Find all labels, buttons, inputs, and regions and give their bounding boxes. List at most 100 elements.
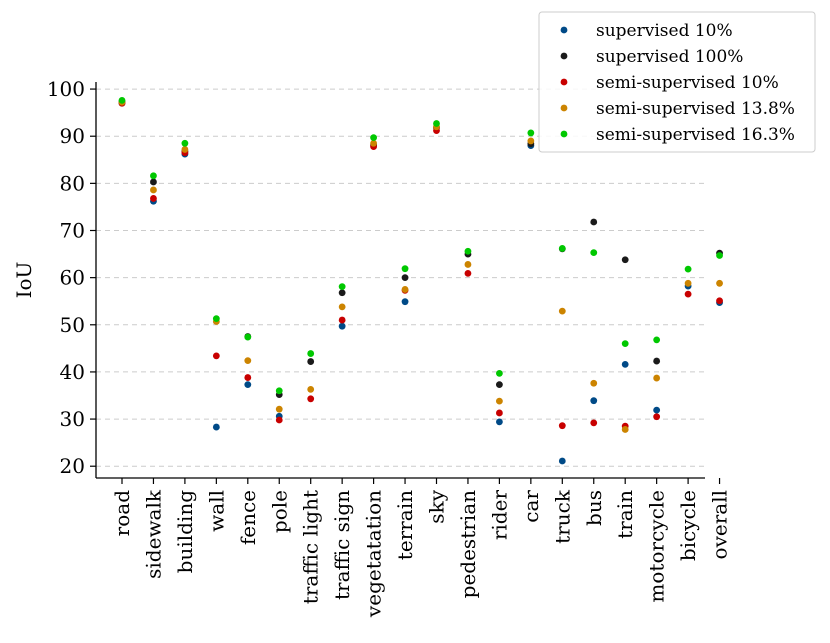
data-point xyxy=(464,270,472,277)
legend-label: supervised 100% xyxy=(596,47,743,67)
data-point xyxy=(401,265,409,273)
data-point xyxy=(401,298,409,306)
legend-marker xyxy=(560,78,568,86)
axes xyxy=(95,82,705,479)
data-point xyxy=(244,374,252,381)
data-point xyxy=(621,340,629,348)
x-axis-ticks: road sidewalk building wall fence pole traffic… xyxy=(110,478,732,618)
data-point xyxy=(621,360,629,368)
data-point xyxy=(118,96,126,104)
x-tick-label: bus xyxy=(582,490,606,526)
data-point xyxy=(684,279,692,287)
y-tick-label: 30 xyxy=(60,407,85,431)
legend-marker xyxy=(560,26,568,34)
data-point xyxy=(275,387,283,395)
data-point xyxy=(181,139,189,147)
x-tick-label: fence xyxy=(236,490,260,545)
data-point xyxy=(433,120,440,127)
data-point xyxy=(653,357,661,365)
data-point xyxy=(716,279,723,287)
legend-marker xyxy=(560,104,568,112)
data-point xyxy=(150,178,157,186)
x-tick-label: vegetatation xyxy=(362,490,386,618)
data-point xyxy=(307,358,315,365)
x-tick-label: bicycle xyxy=(676,490,700,561)
data-point xyxy=(496,369,503,377)
y-tick-label: 70 xyxy=(60,219,85,243)
y-tick-label: 50 xyxy=(60,313,85,337)
legend-marker xyxy=(560,52,568,60)
legend: supervised 10% supervised 100% semi-superv… xyxy=(538,11,816,153)
x-tick-label: pole xyxy=(267,490,291,533)
data-point xyxy=(464,247,472,255)
y-axis-ticks: 20 30 40 50 60 70 80 90 100 xyxy=(47,77,96,478)
y-axis-title: IoU xyxy=(12,262,36,299)
data-point xyxy=(150,172,157,180)
data-point xyxy=(244,333,252,341)
data-point xyxy=(684,265,692,273)
data-point xyxy=(527,129,535,137)
x-tick-label: sky xyxy=(425,489,449,523)
data-point xyxy=(338,289,346,297)
data-point xyxy=(653,336,661,344)
data-points xyxy=(118,96,723,465)
data-point xyxy=(496,381,503,389)
data-point xyxy=(558,422,566,430)
data-point xyxy=(590,218,598,226)
data-point xyxy=(653,406,661,414)
x-tick-label: overall xyxy=(708,490,732,559)
data-point xyxy=(558,245,566,252)
data-point xyxy=(275,405,283,413)
x-tick-label: rider xyxy=(487,490,511,541)
data-point xyxy=(212,352,220,360)
x-tick-label: truck xyxy=(550,489,574,544)
data-point xyxy=(307,385,315,393)
data-point xyxy=(684,290,692,298)
x-tick-label: traffic sign xyxy=(330,490,354,600)
data-point xyxy=(150,186,157,194)
data-point xyxy=(558,457,566,465)
data-point xyxy=(338,303,346,311)
data-point xyxy=(621,426,629,433)
data-point xyxy=(496,409,503,417)
y-tick-label: 90 xyxy=(60,124,85,148)
data-point xyxy=(212,315,220,323)
legend-label: semi-supervised 13.8% xyxy=(596,99,795,119)
x-tick-label: building xyxy=(173,490,197,574)
legend-label: supervised 10% xyxy=(596,21,733,41)
data-point xyxy=(653,413,661,421)
y-tick-label: 60 xyxy=(60,266,85,290)
y-tick-label: 100 xyxy=(47,77,85,101)
x-tick-label: motorcycle xyxy=(645,490,669,603)
data-point xyxy=(150,195,157,202)
data-point xyxy=(307,395,315,403)
x-tick-label: wall xyxy=(204,490,228,532)
data-point xyxy=(212,423,220,431)
data-point xyxy=(244,381,252,389)
data-point xyxy=(590,419,598,427)
data-point xyxy=(338,322,346,330)
data-point xyxy=(496,397,503,405)
data-point xyxy=(401,286,409,293)
data-point xyxy=(653,374,661,382)
y-tick-label: 40 xyxy=(60,360,85,384)
data-point xyxy=(370,139,377,147)
x-tick-label: traffic light xyxy=(299,490,323,604)
data-point xyxy=(590,379,598,387)
data-point xyxy=(307,350,315,357)
y-tick-label: 80 xyxy=(60,171,85,195)
x-tick-label: road xyxy=(110,490,134,537)
x-tick-label: sidewalk xyxy=(141,489,165,579)
x-tick-label: car xyxy=(519,490,543,523)
legend-marker xyxy=(560,130,568,138)
data-point xyxy=(181,146,189,153)
data-point xyxy=(244,357,252,365)
legend-label: semi-supervised 16.3% xyxy=(596,125,795,145)
data-point xyxy=(716,297,723,305)
data-point xyxy=(590,249,598,257)
data-point xyxy=(338,316,346,324)
data-point xyxy=(558,307,566,315)
x-tick-label: pedestrian xyxy=(456,490,480,598)
data-point xyxy=(370,134,377,142)
